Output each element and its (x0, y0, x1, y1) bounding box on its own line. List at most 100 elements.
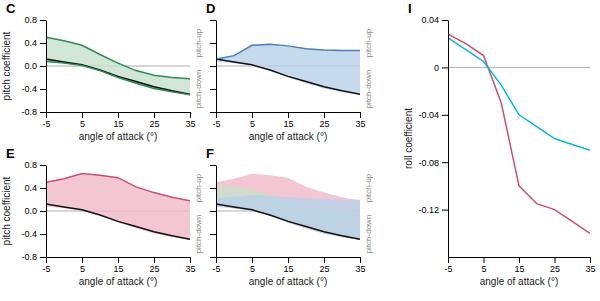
tick-mark (190, 257, 191, 263)
tick-label: 25 (149, 264, 159, 274)
tick-mark (40, 43, 46, 44)
panel-label: D (206, 1, 215, 16)
tick-mark (210, 257, 216, 258)
x-axis: -55152535 (42, 257, 195, 274)
tick-mark (46, 257, 47, 263)
plot-area (216, 44, 360, 95)
y-tick: 0.4 (24, 38, 46, 48)
x-tick: 25 (149, 257, 159, 274)
tick-mark (216, 112, 217, 118)
zero-line (448, 67, 590, 68)
tick-label: -0.4 (21, 84, 37, 94)
x-axis-title: angle of attack (°) (79, 276, 157, 287)
x-tick: 15 (283, 257, 293, 274)
y-tick (210, 211, 216, 212)
panel: -55152535-0.8-0.40.00.40.8angle of attac… (1, 146, 203, 287)
tick-label: 5 (481, 264, 486, 274)
x-tick: 5 (250, 112, 255, 129)
line (46, 174, 190, 201)
y-tick (210, 112, 216, 113)
line (216, 59, 360, 94)
panel: -55152535angle of attack (°)Fpitch-uppit… (206, 146, 373, 287)
area (216, 174, 360, 240)
tick-label: -0.04 (418, 110, 439, 120)
plot-area (216, 174, 360, 240)
tick-mark (442, 67, 448, 68)
y-tick (210, 66, 216, 67)
tick-mark (40, 89, 46, 90)
tick-mark (210, 89, 216, 90)
tick-label: 25 (149, 119, 159, 129)
tick-label: 15 (514, 264, 524, 274)
tick-mark (210, 112, 216, 113)
x-tick: 35 (185, 112, 195, 129)
tick-mark (210, 165, 216, 166)
axis-line (448, 21, 449, 258)
y-axis (210, 166, 217, 258)
tick-label: 0 (434, 63, 439, 73)
area (216, 195, 360, 240)
y-tick: -0.4 (21, 229, 46, 239)
x-tick: 35 (585, 257, 595, 274)
tick-mark (519, 257, 520, 263)
tick-label: -5 (42, 264, 50, 274)
y-tick: 0.4 (24, 183, 46, 193)
annotation: pitch-up (364, 173, 373, 202)
annotation: pitch-down (194, 215, 203, 254)
tick-label: -0.8 (21, 252, 37, 262)
tick-label: 0.0 (24, 206, 37, 216)
tick-mark (442, 20, 448, 21)
axis-line (216, 166, 217, 258)
tick-mark (324, 257, 325, 263)
x-axis-title: angle of attack (°) (79, 131, 157, 142)
area (216, 185, 360, 240)
x-tick: 15 (514, 257, 524, 274)
y-tick: 0.8 (24, 15, 46, 25)
panel: -55152535angle of attack (°)Dpitch-uppit… (206, 1, 373, 142)
tick-label: 15 (113, 264, 123, 274)
tick-mark (252, 112, 253, 118)
tick-mark (442, 210, 448, 211)
tick-mark (555, 257, 556, 263)
tick-mark (360, 112, 361, 118)
x-axis: -55152535 (212, 257, 365, 274)
line (46, 204, 190, 239)
x-axis-title: angle of attack (°) (249, 276, 327, 287)
y-tick: 0 (434, 63, 448, 73)
x-tick: 5 (80, 112, 85, 129)
annotation: pitch-down (194, 70, 203, 109)
y-axis: -0.8-0.40.00.40.8 (21, 15, 46, 117)
line (216, 204, 360, 239)
panel: -55152535-0.8-0.40.00.40.8angle of attac… (1, 1, 203, 142)
line (216, 44, 360, 59)
annotation: pitch-down (364, 70, 373, 109)
y-tick (210, 89, 216, 90)
tick-mark (82, 257, 83, 263)
tick-mark (210, 20, 216, 21)
annotation: pitch-down (364, 215, 373, 254)
tick-mark (360, 257, 361, 263)
tick-label: 15 (283, 119, 293, 129)
tick-mark (40, 20, 46, 21)
annotation: pitch-up (194, 28, 203, 57)
tick-label: 5 (80, 264, 85, 274)
x-tick: -5 (212, 257, 220, 274)
y-tick (210, 165, 216, 166)
y-tick: -0.4 (21, 84, 46, 94)
y-axis: 0.040-0.04-0.08-0.12 (418, 15, 448, 257)
figure: -5 5 15 25 35 -0.8 -0.4 0.0 0.4 0.8 angle of attac… (0, 0, 600, 301)
x-tick: 25 (550, 257, 560, 274)
tick-label: -5 (212, 264, 220, 274)
tick-label: 5 (250, 264, 255, 274)
x-axis: -55152535 (212, 112, 365, 129)
x-tick: 25 (319, 112, 329, 129)
tick-label: 35 (185, 119, 195, 129)
tick-mark (154, 257, 155, 263)
y-axis-title: roll coefficient (403, 108, 414, 169)
tick-label: 0.04 (421, 15, 439, 25)
tick-mark (210, 66, 216, 67)
panel: -551525350.040-0.04-0.08-0.12angle of at… (403, 1, 596, 287)
tick-label: 0.4 (24, 183, 37, 193)
area (46, 37, 190, 95)
area (216, 44, 360, 95)
